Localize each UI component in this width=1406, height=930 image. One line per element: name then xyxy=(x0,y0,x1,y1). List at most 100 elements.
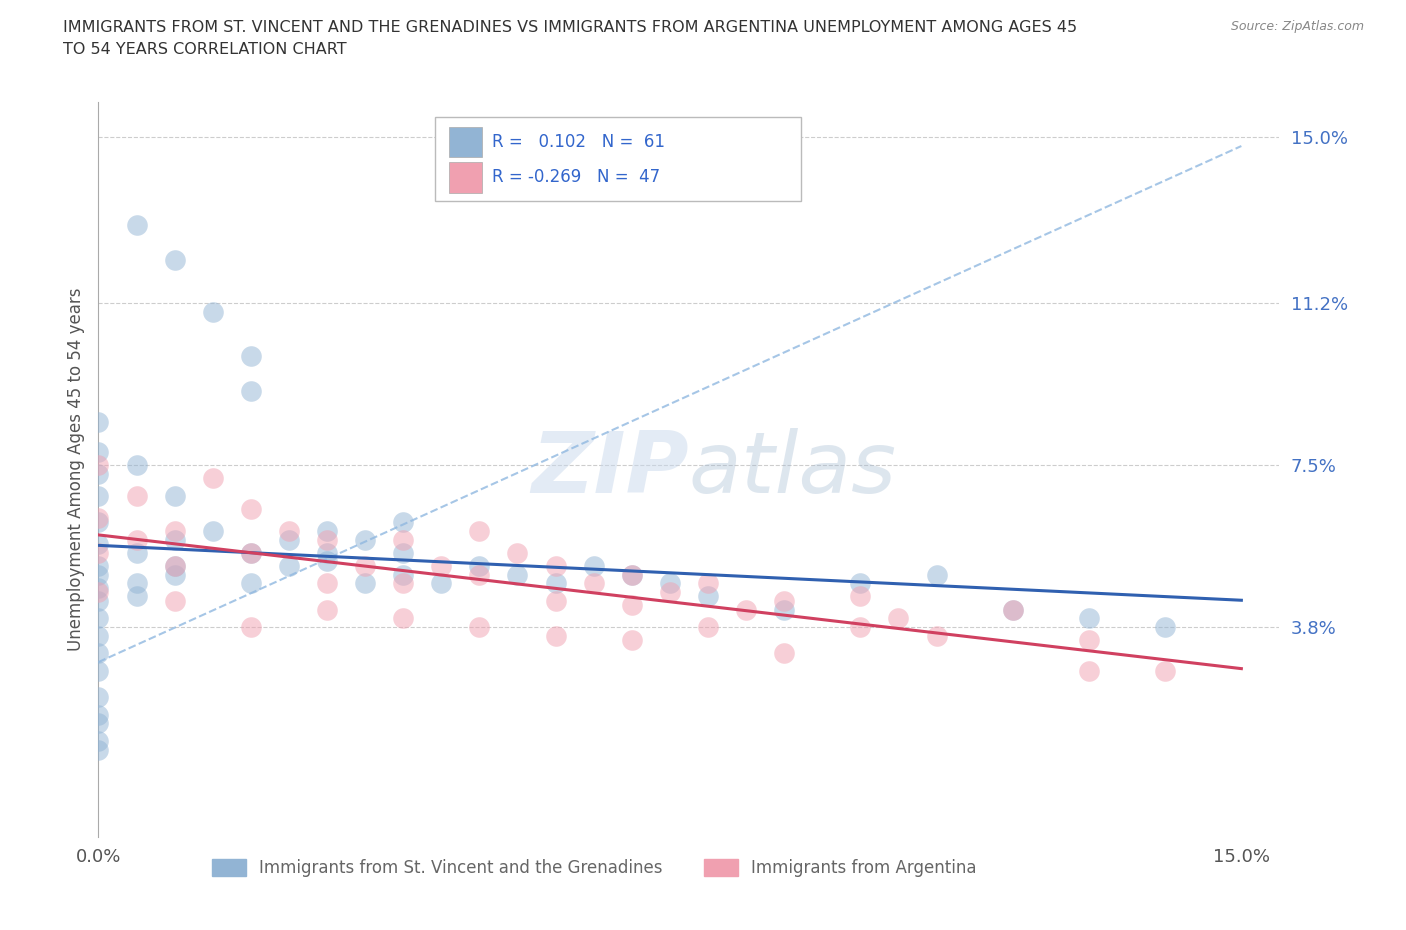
Point xyxy=(87,458,110,472)
Point xyxy=(697,589,720,604)
Point xyxy=(506,567,529,582)
Point xyxy=(125,545,148,560)
Point xyxy=(201,471,224,485)
Point xyxy=(354,576,377,591)
Point xyxy=(392,532,415,547)
Point xyxy=(277,558,299,573)
Point xyxy=(544,593,567,608)
Point xyxy=(544,558,567,573)
Point xyxy=(201,305,224,320)
Point xyxy=(392,567,415,582)
Point xyxy=(354,558,377,573)
Point xyxy=(87,414,110,429)
Point xyxy=(1078,663,1101,678)
Point xyxy=(544,576,567,591)
Point xyxy=(506,545,529,560)
Point xyxy=(582,558,605,573)
Point xyxy=(544,629,567,644)
Point xyxy=(849,619,872,634)
Point xyxy=(392,514,415,529)
Point xyxy=(87,646,110,661)
Point xyxy=(316,554,339,569)
Point xyxy=(125,589,148,604)
Point xyxy=(239,349,262,364)
Point xyxy=(87,585,110,600)
Point xyxy=(87,707,110,722)
Text: Source: ZipAtlas.com: Source: ZipAtlas.com xyxy=(1230,20,1364,33)
Point xyxy=(773,602,796,617)
Point xyxy=(773,593,796,608)
Point xyxy=(87,567,110,582)
Point xyxy=(201,524,224,538)
Point xyxy=(87,537,110,551)
Point xyxy=(468,619,491,634)
Bar xyxy=(449,162,482,193)
Point xyxy=(925,567,948,582)
Point xyxy=(87,467,110,482)
Point xyxy=(239,545,262,560)
Point xyxy=(697,619,720,634)
Text: R =   0.102   N =  61: R = 0.102 N = 61 xyxy=(492,133,665,151)
FancyBboxPatch shape xyxy=(434,117,801,202)
Point xyxy=(87,742,110,757)
Point xyxy=(87,593,110,608)
Point xyxy=(658,585,681,600)
Point xyxy=(87,445,110,459)
Point xyxy=(87,488,110,503)
Point xyxy=(87,514,110,529)
Point xyxy=(620,567,643,582)
Point xyxy=(87,611,110,626)
Point xyxy=(87,580,110,595)
Point xyxy=(468,558,491,573)
Point xyxy=(87,629,110,644)
Text: ZIP: ZIP xyxy=(531,428,689,512)
Point xyxy=(1078,611,1101,626)
Point xyxy=(925,629,948,644)
Point xyxy=(887,611,910,626)
Point xyxy=(239,545,262,560)
Point xyxy=(163,558,186,573)
Point xyxy=(87,545,110,560)
Point xyxy=(87,511,110,525)
Point xyxy=(430,576,453,591)
Point xyxy=(277,524,299,538)
Point xyxy=(87,690,110,705)
Point xyxy=(316,602,339,617)
Point xyxy=(468,567,491,582)
Point xyxy=(87,716,110,731)
Text: IMMIGRANTS FROM ST. VINCENT AND THE GRENADINES VS IMMIGRANTS FROM ARGENTINA UNEM: IMMIGRANTS FROM ST. VINCENT AND THE GREN… xyxy=(63,20,1077,35)
Point xyxy=(354,532,377,547)
Point xyxy=(163,567,186,582)
Point xyxy=(430,558,453,573)
Point xyxy=(316,524,339,538)
Point xyxy=(1001,602,1024,617)
Point xyxy=(735,602,758,617)
Point xyxy=(239,383,262,398)
Point xyxy=(1154,663,1177,678)
Point xyxy=(239,619,262,634)
Point xyxy=(620,567,643,582)
Point xyxy=(87,663,110,678)
Point xyxy=(849,576,872,591)
Point xyxy=(773,646,796,661)
Point xyxy=(620,598,643,613)
Point xyxy=(316,545,339,560)
Y-axis label: Unemployment Among Ages 45 to 54 years: Unemployment Among Ages 45 to 54 years xyxy=(66,288,84,651)
Point xyxy=(163,532,186,547)
Point xyxy=(239,501,262,516)
Point xyxy=(316,576,339,591)
Point xyxy=(849,589,872,604)
Point xyxy=(125,458,148,472)
Point xyxy=(163,558,186,573)
Text: TO 54 YEARS CORRELATION CHART: TO 54 YEARS CORRELATION CHART xyxy=(63,42,347,57)
Point xyxy=(163,488,186,503)
Point xyxy=(392,576,415,591)
Point xyxy=(620,632,643,647)
Point xyxy=(87,558,110,573)
Legend: Immigrants from St. Vincent and the Grenadines, Immigrants from Argentina: Immigrants from St. Vincent and the Gren… xyxy=(205,852,983,883)
Text: atlas: atlas xyxy=(689,428,897,512)
Point xyxy=(697,576,720,591)
Point xyxy=(163,593,186,608)
Point xyxy=(277,532,299,547)
Point xyxy=(125,532,148,547)
